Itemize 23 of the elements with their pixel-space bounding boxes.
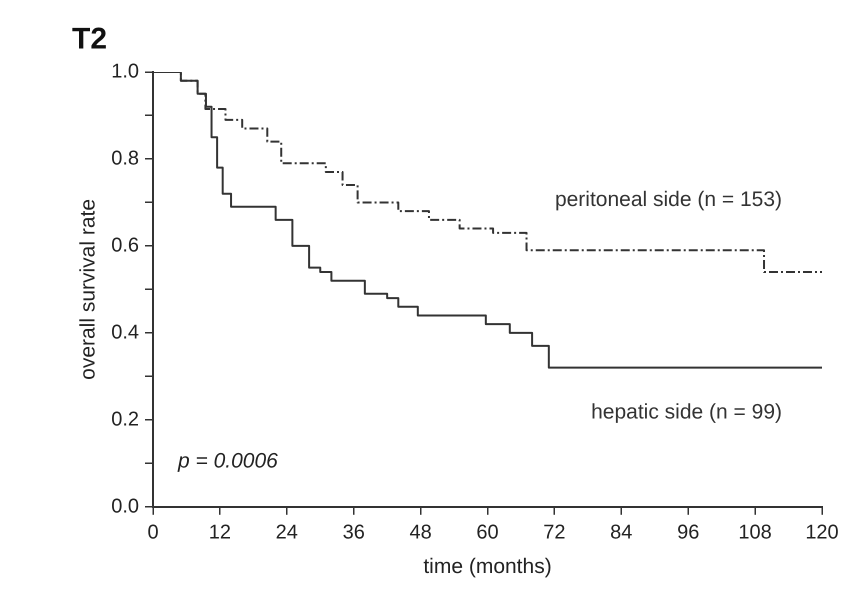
y-axis-title: overall survival rate (76, 198, 100, 380)
x-tick-label: 96 (677, 521, 700, 544)
x-axis-title: time (months) (423, 555, 552, 578)
y-tick-label: 0.4 (111, 321, 140, 344)
chart-title: T2 (72, 22, 108, 56)
y-tick-label: 1.0 (111, 60, 140, 83)
x-tick-label: 60 (476, 521, 499, 544)
x-tick-label: 48 (409, 521, 432, 544)
x-tick-label: 0 (147, 521, 159, 544)
annotation: p = 0.0006 (177, 450, 278, 473)
x-tick-label: 84 (610, 521, 632, 544)
y-tick-label: 0.2 (111, 408, 140, 430)
x-tick-label: 120 (805, 521, 839, 544)
x-tick-label: 24 (276, 521, 298, 544)
x-tick-label: 12 (208, 521, 232, 544)
y-tick-label: 0.8 (111, 147, 140, 170)
x-tick-label: 36 (342, 521, 365, 544)
y-tick-label: 0.0 (111, 495, 140, 518)
y-tick-label: 0.6 (111, 234, 140, 256)
x-tick-label: 108 (738, 521, 772, 544)
series-label: hepatic side (n = 99) (591, 400, 782, 424)
series-label: peritoneal side (n = 153) (554, 188, 782, 211)
x-tick-label: 72 (543, 521, 566, 544)
